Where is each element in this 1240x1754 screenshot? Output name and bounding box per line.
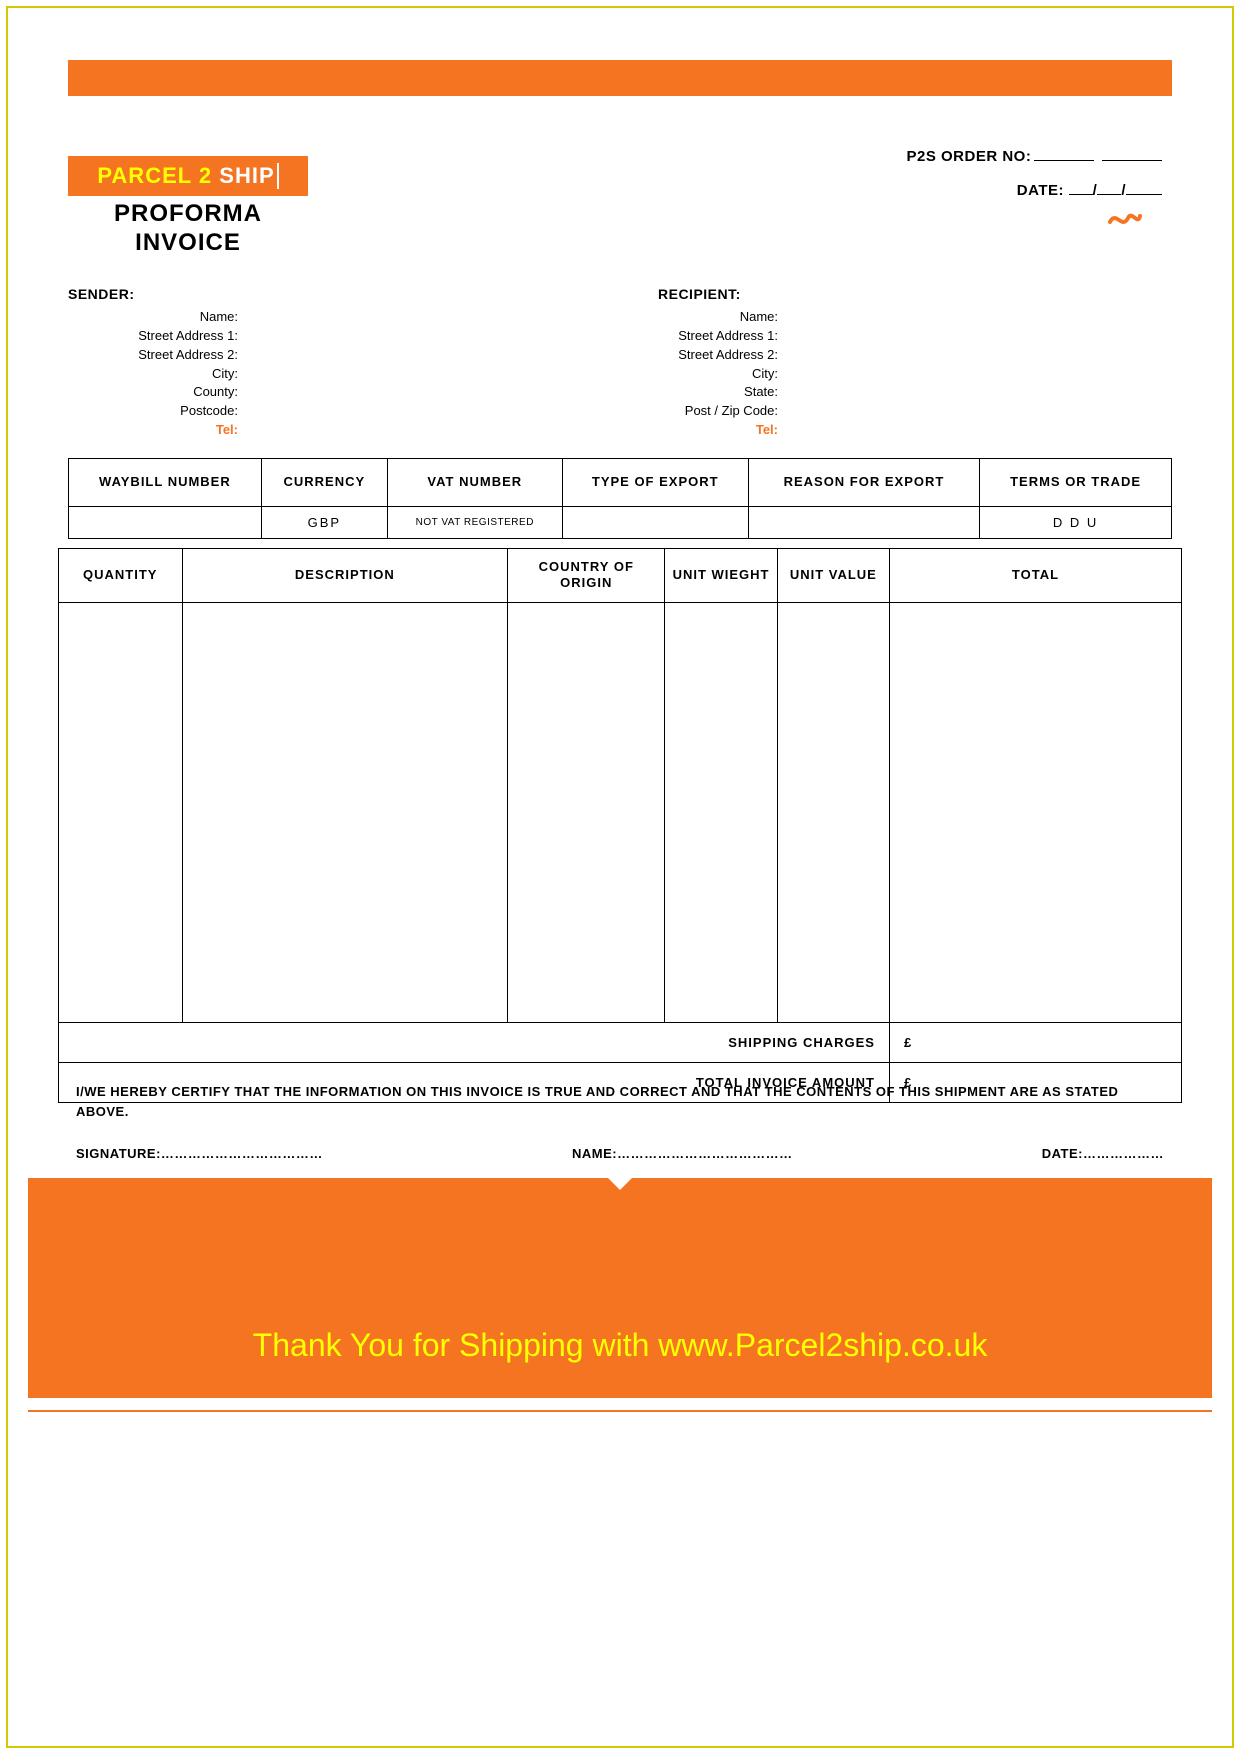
items-header: UNIT WIEGHT: [665, 549, 777, 603]
logo: PARCEL 2 SHIP: [68, 156, 308, 196]
items-body-row: [59, 602, 1182, 1022]
items-header: DESCRIPTION: [182, 549, 508, 603]
sender-field: County:: [68, 383, 238, 402]
meta-header: CURRENCY: [261, 459, 387, 507]
recipient-field: Post / Zip Code:: [658, 402, 778, 421]
sender-field: Postcode:: [68, 402, 238, 421]
recipient-tel: Tel:: [658, 421, 778, 440]
footer-divider: [28, 1410, 1212, 1412]
top-accent-bar: [68, 60, 1172, 96]
recipient-field: State:: [658, 383, 778, 402]
shipping-value: £: [889, 1022, 1181, 1062]
flourish-icon: [1108, 206, 1142, 240]
document-title: PROFORMA INVOICE: [68, 200, 308, 258]
recipient-field: Name:: [658, 308, 778, 327]
recipient-field: City:: [658, 365, 778, 384]
meta-header: VAT NUMBER: [387, 459, 562, 507]
recipient-field: Street Address 1:: [658, 327, 778, 346]
sender-field: Street Address 1:: [68, 327, 238, 346]
name-field: NAME:…………………………………: [572, 1146, 793, 1161]
sender-field: City:: [68, 365, 238, 384]
shipping-label: SHIPPING CHARGES: [59, 1022, 890, 1062]
sender-heading: SENDER:: [68, 286, 620, 302]
signature-field: SIGNATURE:………………………………: [76, 1146, 323, 1161]
meta-header: REASON FOR EXPORT: [748, 459, 979, 507]
logo-suffix: SHIP: [219, 163, 274, 188]
sig-date-field: DATE:………………: [1042, 1146, 1164, 1161]
order-number-line: P2S ORDER NO:: [906, 148, 1162, 165]
items-table: QUANTITY DESCRIPTION COUNTRY OF ORIGIN U…: [58, 548, 1182, 1103]
sender-column: SENDER: Name: Street Address 1: Street A…: [68, 286, 620, 440]
sender-field: Street Address 2:: [68, 346, 238, 365]
order-label: P2S ORDER NO:: [906, 148, 1031, 165]
recipient-heading: RECIPIENT:: [658, 286, 1172, 302]
certification-text: I/WE HEREBY CERTIFY THAT THE INFORMATION…: [76, 1082, 1164, 1121]
shipping-charges-row: SHIPPING CHARGES £: [59, 1022, 1182, 1062]
address-section: SENDER: Name: Street Address 1: Street A…: [68, 286, 1172, 440]
meta-header: WAYBILL NUMBER: [69, 459, 262, 507]
meta-header: TERMS OR TRADE: [980, 459, 1172, 507]
date-line: DATE: //: [1017, 182, 1162, 199]
date-label: DATE:: [1017, 182, 1064, 199]
items-header: COUNTRY OF ORIGIN: [508, 549, 665, 603]
footer-notch-icon: [606, 1176, 634, 1190]
title-line2: INVOICE: [68, 229, 308, 258]
signature-row: SIGNATURE:……………………………… NAME:…………………………………: [76, 1146, 1164, 1161]
meta-cell: GBP: [261, 507, 387, 539]
page-border: PARCEL 2 SHIP PROFORMA INVOICE P2S ORDER…: [6, 6, 1234, 1748]
title-line1: PROFORMA: [68, 200, 308, 229]
footer-block: Thank You for Shipping with www.Parcel2s…: [28, 1178, 1212, 1398]
items-header: QUANTITY: [59, 549, 183, 603]
meta-cell: D D U: [980, 507, 1172, 539]
logo-prefix: PARCEL 2: [97, 163, 219, 188]
footer-text: Thank You for Shipping with www.Parcel2s…: [28, 1327, 1212, 1364]
meta-cell: [748, 507, 979, 539]
meta-cell: NOT VAT REGISTERED: [387, 507, 562, 539]
recipient-field: Street Address 2:: [658, 346, 778, 365]
recipient-column: RECIPIENT: Name: Street Address 1: Stree…: [620, 286, 1172, 440]
meta-cell: [69, 507, 262, 539]
items-header: UNIT VALUE: [777, 549, 889, 603]
sender-field: Name:: [68, 308, 238, 327]
sender-tel: Tel:: [68, 421, 238, 440]
meta-table: WAYBILL NUMBER CURRENCY VAT NUMBER TYPE …: [68, 458, 1172, 539]
meta-cell: [562, 507, 748, 539]
meta-header: TYPE OF EXPORT: [562, 459, 748, 507]
items-header: TOTAL: [889, 549, 1181, 603]
